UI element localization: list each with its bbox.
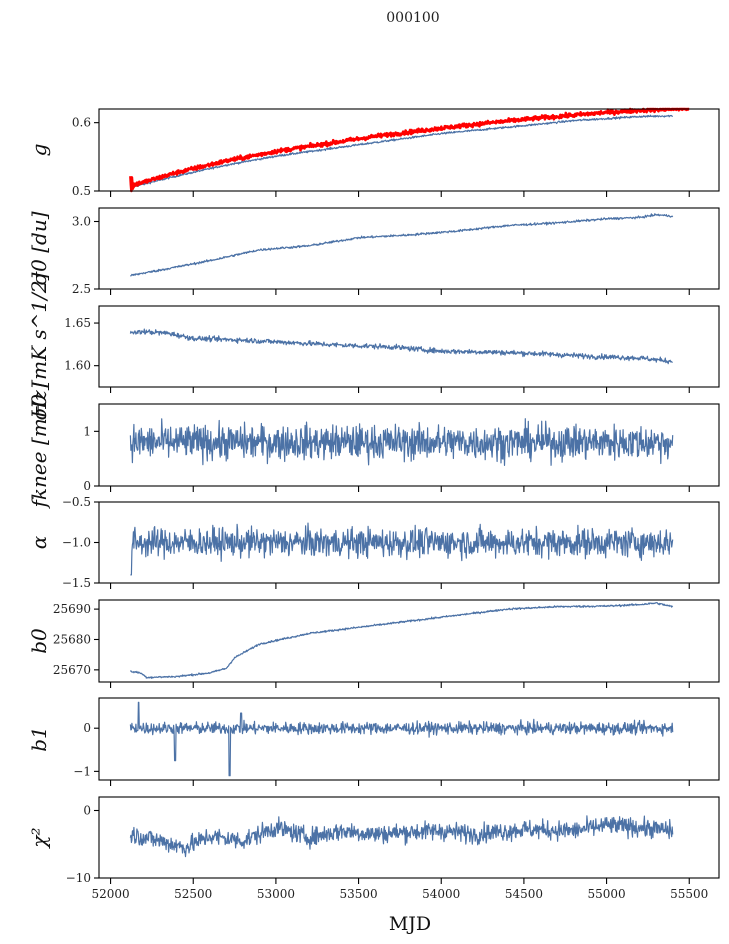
y-tick-label: 1.60 [64,359,91,373]
series-line-alpha [130,522,674,576]
x-tick-label: 55500 [670,887,708,901]
panel-sigma0-mk: 1.60 1.65 σ0 [mK s^1/2] [27,272,720,420]
series-line-b1 [129,701,674,777]
panel-b1: −1 0 b1 [27,697,720,786]
x-axis-label: MJD [389,913,431,935]
series-line-chi2 [129,815,674,858]
axes-frame [98,108,720,192]
y-axis-label-fknee: fknee [mHz] [27,382,51,509]
x-tick-label: 52000 [91,887,129,901]
panel-alpha: −1.5 −1.0 −0.5 α [27,495,720,590]
y-axis-label-g: g [27,144,51,157]
axes-frame [98,501,720,584]
y-tick-label: 3.0 [72,215,91,229]
y-axis-label-chi2: χ² [27,827,51,849]
axes-frame [98,207,720,290]
y-tick-label: −1 [73,764,91,778]
x-tick-label: 52500 [174,887,212,901]
y-axis-label-sigma0-mk: σ0 [mK s^1/2] [27,272,51,420]
axes-frame [98,305,720,388]
axes-frame [98,599,720,683]
y-tick-label: −1.0 [62,536,91,550]
x-tick-label: 54000 [422,887,460,901]
x-tick-label: 53500 [339,887,377,901]
y-tick-label: 1.65 [64,316,91,330]
series-line-sigma0_du [129,213,674,277]
y-axis-label-b1: b1 [27,726,51,752]
y-tick-label: 0 [83,804,91,818]
y-tick-label: 0.6 [72,116,91,130]
panel-sigma0-du: 2.5 3.0 σ0 [du] [27,207,720,296]
chart-title: 000100 [386,10,439,26]
y-tick-label: 0.5 [72,184,91,198]
y-tick-label: 25690 [53,602,91,616]
series-line-fknee [129,418,674,466]
panel-g: 0.5 0.6 g [27,107,720,198]
y-tick-label: 2.5 [72,282,91,296]
y-tick-label: 25670 [53,663,91,677]
y-tick-label: −0.5 [62,495,91,509]
series-line-sigma0_mk [129,328,673,365]
x-tick-label: 53000 [257,887,295,901]
y-tick-label: −1.5 [62,576,91,590]
panel-chi2: −10 0 52000 52500 53000 53500 54000 54500 55000 5… [27,796,720,901]
series-line-g [130,114,673,188]
y-axis-label-b0: b0 [27,628,51,654]
axes-frame [98,796,720,879]
y-tick-label: −10 [66,871,91,885]
y-tick-label: 0 [83,479,91,493]
x-tick-label: 55000 [587,887,625,901]
y-axis-label-alpha: α [27,535,51,549]
panel-fknee: 0 1 fknee [mHz] [27,382,720,509]
y-axis-label-sigma0-du: σ0 [du] [27,211,51,285]
axes-frame [98,697,720,781]
y-tick-label: 1 [83,424,91,438]
series-line-b0 [129,601,674,679]
axes-frame [98,403,720,487]
x-tick-label: 54500 [505,887,543,901]
y-tick-label: 25680 [53,632,91,646]
series-line-g-reference [129,107,691,193]
y-tick-label: 0 [83,721,91,735]
